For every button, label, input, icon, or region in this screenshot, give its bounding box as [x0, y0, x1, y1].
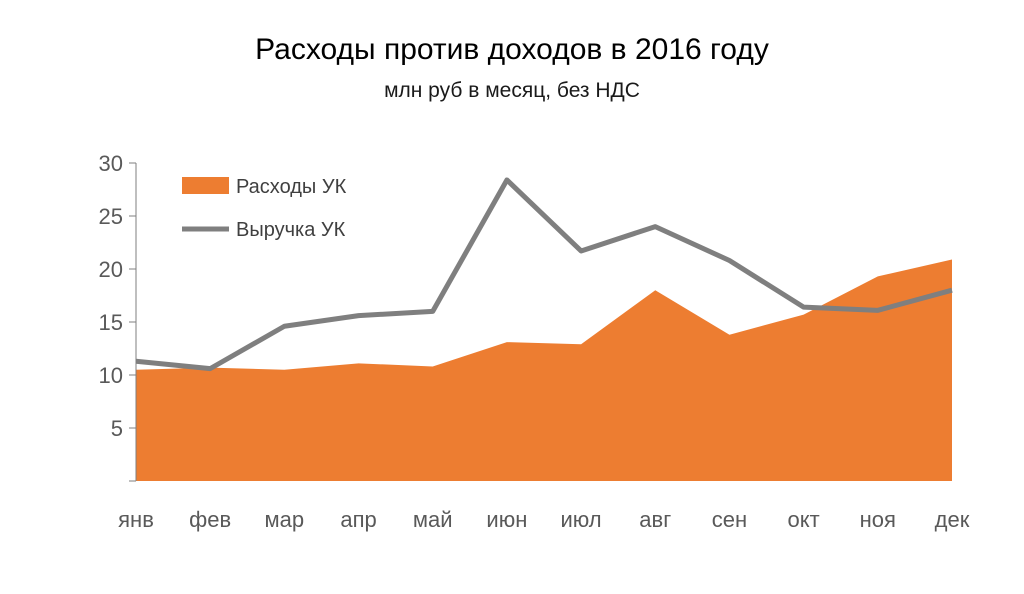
- line-layer: [135, 177, 953, 372]
- legend-label-rashody: Расходы УК: [236, 176, 347, 198]
- legend-swatch-rashody: [182, 177, 229, 194]
- x-tick-label: янв: [118, 507, 154, 532]
- legend: Расходы УК Выручка УК: [182, 176, 347, 241]
- x-tick-label: июн: [486, 507, 527, 532]
- x-tick-label: апр: [340, 507, 376, 532]
- x-tick-label: мар: [265, 507, 305, 532]
- axis-layer: 5 10 15 20 25 30 янв фев мар апр май июн июл авг сен ок…: [99, 151, 970, 532]
- y-tick-label: 5: [111, 416, 123, 441]
- legend-label-vyruchka: Выручка УК: [236, 219, 346, 241]
- y-tick-label: 15: [99, 310, 123, 335]
- x-tick-label: сен: [712, 507, 747, 532]
- x-tick-label: фев: [189, 507, 231, 532]
- x-tick-label: ноя: [860, 507, 896, 532]
- y-tick-label: 30: [99, 151, 123, 176]
- x-tick-label: дек: [935, 507, 970, 532]
- x-tick-label: авг: [639, 507, 671, 532]
- y-tick-label: 25: [99, 204, 123, 229]
- chart-subtitle: млн руб в месяц, без НДС: [384, 79, 640, 102]
- line-series-vyruchka: [135, 177, 953, 372]
- x-tick-label: июл: [561, 507, 602, 532]
- chart-title: Расходы против доходов в 2016 году: [255, 33, 769, 66]
- x-tick-label: окт: [788, 507, 820, 532]
- x-tick-label: май: [413, 507, 453, 532]
- y-tick-label: 10: [99, 363, 123, 388]
- y-tick-label: 20: [99, 257, 123, 282]
- area-series-rashody: [136, 259, 952, 481]
- area-layer: [136, 259, 952, 481]
